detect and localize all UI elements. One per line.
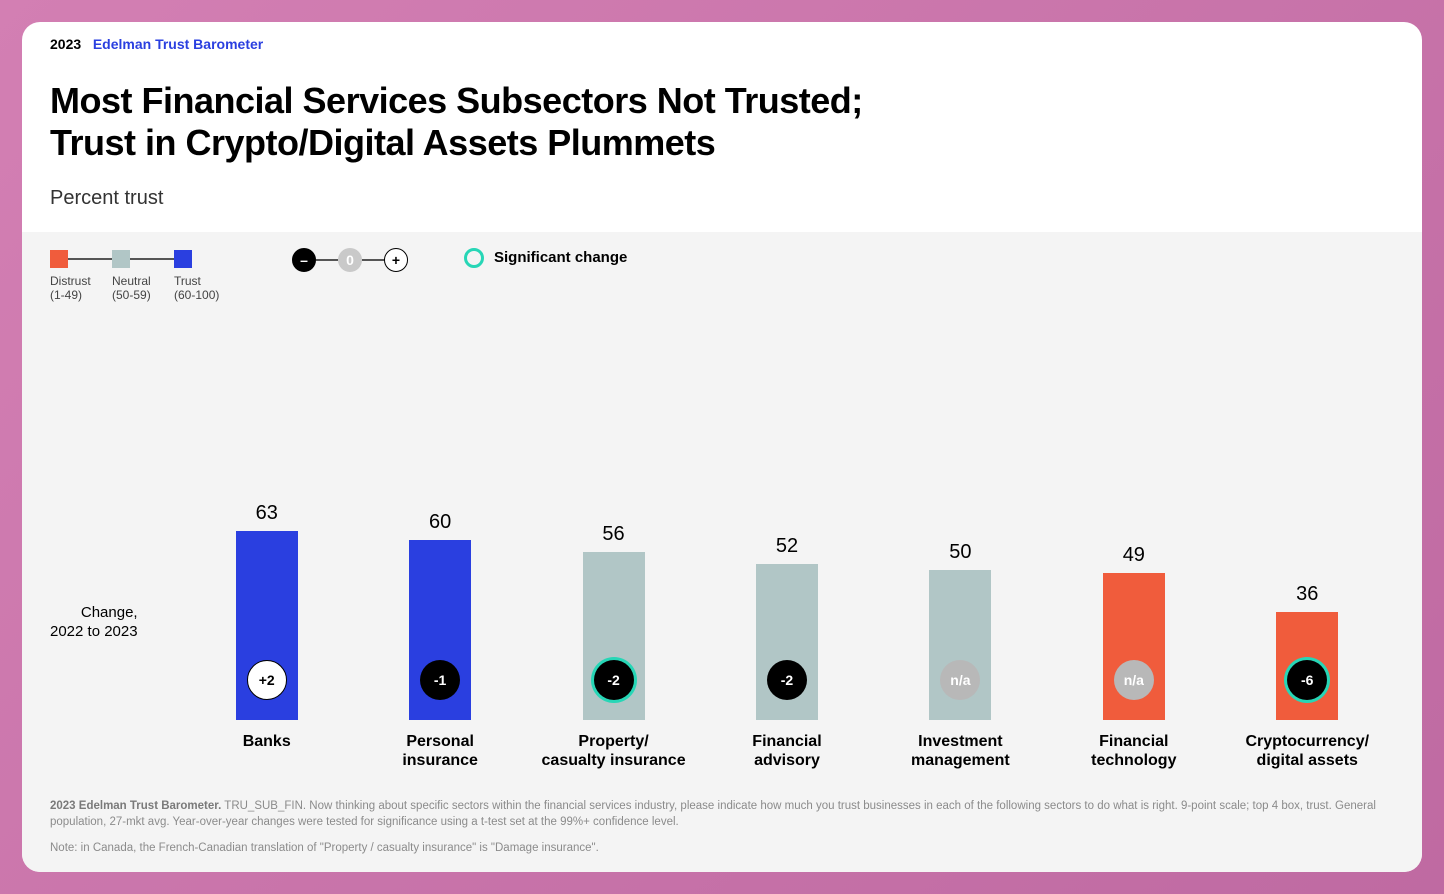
- chart-card: 2023 Edelman Trust Barometer Most Financ…: [22, 22, 1422, 872]
- bar-column: 56 -2 Property/casualty insurance: [527, 321, 700, 776]
- legend-trust-scale: Distrust (1-49) Neutral (50-59) Trust (6…: [50, 250, 236, 303]
- bar-column: 49 n/a Financialtechnology: [1047, 321, 1220, 776]
- bar-rect: n/a: [929, 570, 991, 720]
- bar-label: Banks: [243, 732, 291, 776]
- legend-change-neg-icon: –: [292, 248, 316, 272]
- legend: Distrust (1-49) Neutral (50-59) Trust (6…: [50, 250, 1394, 303]
- bar-value: 56: [602, 523, 624, 546]
- title-line-2: Trust in Crypto/Digital Assets Plummets: [50, 122, 715, 163]
- legend-change-zero-icon: 0: [338, 248, 362, 272]
- legend-change-scale: – 0 +: [292, 248, 408, 272]
- chart-footnotes: 2023 Edelman Trust Barometer. TRU_SUB_FI…: [22, 786, 1422, 872]
- legend-swatch-neutral: [112, 250, 130, 268]
- bar-value: 36: [1296, 583, 1318, 606]
- chart-zone: Distrust (1-49) Neutral (50-59) Trust (6…: [22, 232, 1422, 786]
- legend-swatch-distrust: [50, 250, 68, 268]
- legend-change-pos-icon: +: [384, 248, 408, 272]
- bar-rect: -1: [409, 540, 471, 720]
- title-line-1: Most Financial Services Subsectors Not T…: [50, 80, 863, 121]
- bar-value: 60: [429, 511, 451, 534]
- legend-connector: [68, 258, 112, 260]
- change-badge: -6: [1287, 660, 1327, 700]
- y-axis-label: Change, 2022 to 2023: [50, 321, 180, 776]
- card-header: 2023 Edelman Trust Barometer Most Financ…: [22, 22, 1422, 232]
- bar-label: Cryptocurrency/digital assets: [1245, 732, 1369, 776]
- legend-swatch-trust: [174, 250, 192, 268]
- change-badge: -2: [594, 660, 634, 700]
- bar-rect: -2: [756, 564, 818, 720]
- bar-rect: +2: [236, 531, 298, 720]
- legend-connector: [316, 259, 338, 261]
- legend-significant-label: Significant change: [494, 249, 627, 266]
- source-line: 2023 Edelman Trust Barometer: [50, 36, 1394, 52]
- bar-label: Personalinsurance: [402, 732, 478, 776]
- change-badge: n/a: [940, 660, 980, 700]
- bar-rect: n/a: [1103, 573, 1165, 720]
- bar-rect: -6: [1276, 612, 1338, 720]
- bar-value: 50: [949, 541, 971, 564]
- source-name: Edelman Trust Barometer: [93, 36, 263, 52]
- significant-ring-icon: [464, 248, 484, 268]
- bar-column: 63 +2 Banks: [180, 321, 353, 776]
- legend-swatch-row: [50, 250, 236, 268]
- bar-label: Financialtechnology: [1091, 732, 1176, 776]
- bar-label: Financialadvisory: [752, 732, 821, 776]
- bar-column: 60 -1 Personalinsurance: [353, 321, 526, 776]
- legend-scale-labels: Distrust (1-49) Neutral (50-59) Trust (6…: [50, 274, 236, 303]
- legend-label-distrust: Distrust (1-49): [50, 274, 112, 303]
- bar-value: 49: [1123, 544, 1145, 567]
- bars-container: 63 +2 Banks 60 -1 Personalinsurance 56 -2 Proper…: [180, 321, 1394, 776]
- legend-label-neutral: Neutral (50-59): [112, 274, 174, 303]
- bar-plot: Change, 2022 to 2023 63 +2 Banks 60 -1 Person…: [50, 321, 1394, 776]
- bar-value: 52: [776, 535, 798, 558]
- bar-label: Investmentmanagement: [911, 732, 1010, 776]
- footnote-secondary: Note: in Canada, the French-Canadian tra…: [50, 840, 1394, 856]
- chart-title: Most Financial Services Subsectors Not T…: [50, 80, 1394, 165]
- bar-rect: -2: [583, 552, 645, 720]
- bar-column: 36 -6 Cryptocurrency/digital assets: [1221, 321, 1394, 776]
- footnote-main: 2023 Edelman Trust Barometer. TRU_SUB_FI…: [50, 798, 1394, 830]
- bar-label: Property/casualty insurance: [542, 732, 686, 776]
- bar-column: 50 n/a Investmentmanagement: [874, 321, 1047, 776]
- bar-column: 52 -2 Financialadvisory: [700, 321, 873, 776]
- change-badge: -1: [420, 660, 460, 700]
- legend-significant: Significant change: [464, 248, 627, 268]
- chart-subtitle: Percent trust: [50, 187, 1394, 210]
- change-badge: -2: [767, 660, 807, 700]
- bar-value: 63: [256, 502, 278, 525]
- source-year: 2023: [50, 36, 81, 52]
- legend-connector: [130, 258, 174, 260]
- change-badge: +2: [247, 660, 287, 700]
- change-badge: n/a: [1114, 660, 1154, 700]
- legend-connector: [362, 259, 384, 261]
- legend-label-trust: Trust (60-100): [174, 274, 236, 303]
